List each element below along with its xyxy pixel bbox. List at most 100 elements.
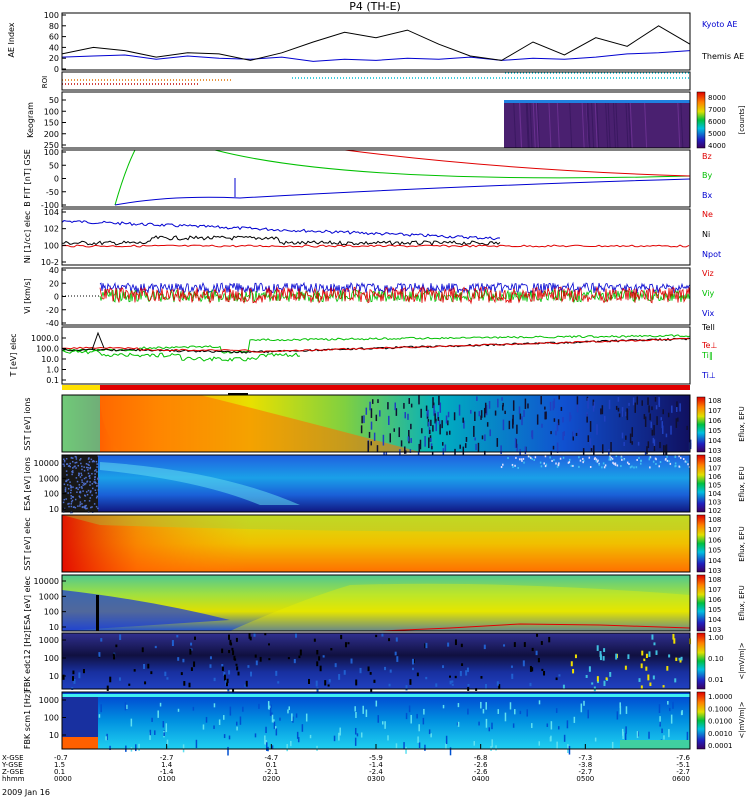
esa-ion-cbar-label: 104 [708, 490, 722, 498]
esa-ion-pixel [511, 463, 514, 466]
esa-ion-pixel [567, 461, 570, 464]
esa-ion-pixel [87, 458, 90, 460]
fbk-b-pixel [239, 716, 242, 725]
esa-ion-pixel [578, 465, 580, 468]
esa-ion-pixel [71, 496, 74, 498]
fbk-e-pixel [247, 665, 250, 668]
sst-ion-pixel [462, 417, 464, 423]
sst-ion-pixel [445, 415, 448, 424]
sst-ion-pixel [477, 442, 480, 452]
esa-ion-pixel [67, 503, 69, 505]
sst-ion-pixel [473, 425, 475, 437]
esa-ion-pixel [522, 457, 525, 460]
esa-ion-pixel [63, 463, 65, 465]
sst-ion-pixel [512, 400, 515, 411]
fbk-e-pixel [228, 634, 231, 640]
sst-ion-pixel [589, 421, 592, 432]
fbk-b-pixel [670, 714, 673, 724]
fbk-e-pixel [503, 644, 506, 647]
esa-ion-pixel [635, 466, 638, 469]
legend-by: By [702, 171, 712, 180]
esa-elec-black-line [96, 595, 99, 631]
fbk-e-pixel [118, 677, 121, 681]
keogram-streak [526, 102, 530, 149]
fbk-b-pixel [333, 735, 336, 742]
esa-ion-pixel [83, 477, 86, 480]
keogram-streak [587, 102, 591, 149]
fbk-b-pixel [467, 708, 469, 715]
esa-ion-pixel [69, 491, 72, 494]
sst-ion-ylabel: SST [eV] ions [23, 397, 32, 450]
esa-ion-pixel [70, 503, 73, 505]
keogram-streak [628, 102, 632, 149]
xaxis-tick-y: -3.8 [578, 761, 592, 769]
fbk-b-pixel [192, 706, 195, 711]
fbk-e-pixel [662, 685, 665, 688]
esa-ion-pixel [76, 491, 78, 493]
sst-ion-pixel [421, 428, 423, 434]
fbk-b-pixel [223, 715, 225, 720]
esa-ion-pixel [70, 489, 72, 492]
esa-ion-pixel [75, 477, 78, 479]
keogram-streak [529, 102, 533, 149]
sst-ion-pixel [371, 399, 374, 404]
esa-ion-pixel [81, 465, 83, 468]
esa-ion-pixel [81, 506, 84, 508]
sst-ion-pixel [458, 404, 461, 416]
panel-frame-1 [61, 71, 691, 91]
sst-ion-pixel [623, 441, 625, 447]
t-ytick-label: 100.0 [36, 345, 59, 354]
sst-elec-cbar-label: 106 [708, 536, 722, 544]
fbk-e-ytick-label: 10 [49, 672, 59, 681]
esa-ion-pixel [88, 457, 90, 459]
fbk-e-pixel [640, 663, 643, 669]
fbk-e-pixel [248, 633, 251, 639]
fbk-e-pixel [347, 642, 350, 645]
esa-ion-pixel [97, 482, 100, 485]
esa-ion-pixel [628, 462, 630, 465]
sst-ion-pixel [665, 447, 667, 456]
esa-ion-pixel [70, 505, 73, 508]
sst-ion-pixel [523, 410, 525, 417]
n-ylabel: Ni [1/cc] elec [23, 211, 32, 264]
fbk-e-pixel [177, 657, 180, 661]
fbk-e-pixel [350, 658, 353, 664]
esa-ion-pixel [63, 498, 66, 501]
esa-ion-pixel [64, 490, 67, 493]
fbk-b-pixel [568, 745, 571, 755]
sst-ion-pixel [596, 424, 598, 435]
fbk-e-pixel [176, 634, 179, 638]
fbk-b-pixel [360, 732, 363, 738]
esa-ion-pixel [71, 499, 74, 502]
fbk-e-pixel [112, 653, 115, 656]
esa-ion-pixel [652, 460, 655, 463]
esa-ion-pixel [520, 458, 523, 461]
fbk-b-pixel [473, 741, 476, 746]
sst-ion-pixel [592, 399, 595, 406]
esa-ion-pixel [562, 456, 565, 459]
sst-ion-pixel [500, 445, 502, 455]
fbk-e-pixel [674, 678, 677, 683]
fbk-e-pixel [638, 678, 641, 682]
fbk-e-pixel [100, 638, 103, 642]
fbk-e-ytick-label: 1000 [39, 636, 59, 645]
legend-kyoto-ae: Kyoto AE [702, 20, 737, 29]
sst-ion-colorbar [696, 396, 706, 453]
esa-ion-pixel [93, 460, 95, 463]
esa-ion-pixel [79, 496, 81, 499]
sst-ion-pixel [516, 424, 518, 434]
sst-ion-pixel [368, 431, 371, 438]
fbk-e-pixel [537, 657, 540, 663]
esa-ion-pixel [93, 478, 96, 481]
fbk-b-pixel [154, 730, 156, 735]
fbk-e-pixel [143, 664, 146, 669]
sst-ion-pixel [562, 417, 564, 423]
sst-ion-pixel [519, 413, 522, 420]
fbk-b-pixel [622, 731, 624, 740]
esa-ion-pixel [527, 455, 530, 458]
sst-ion-pixel [555, 430, 557, 436]
esa-ion-pixel [597, 459, 599, 462]
esa-ion-pixel [70, 485, 72, 488]
esa-ion-pixel [612, 461, 614, 464]
esa-ion-pixel [79, 505, 81, 507]
